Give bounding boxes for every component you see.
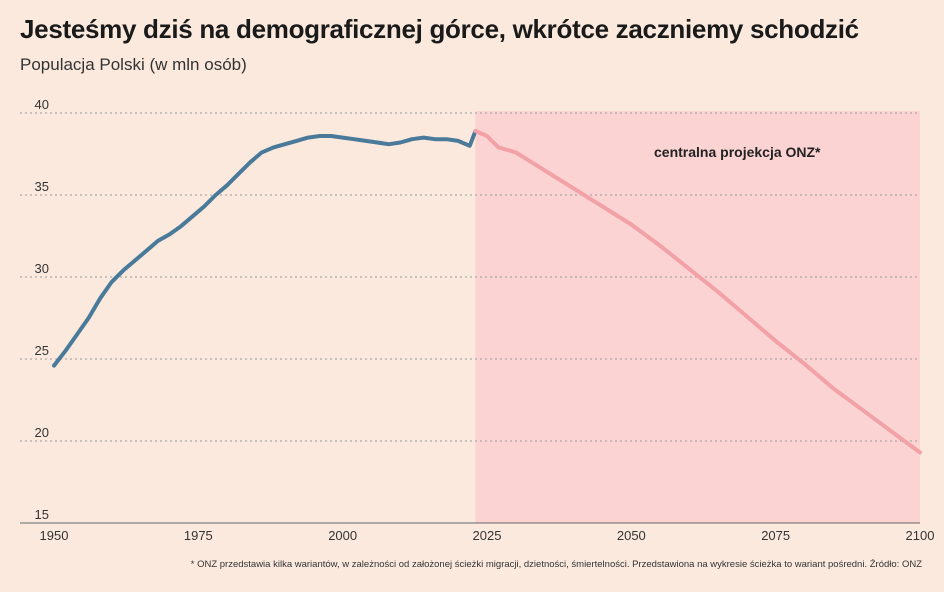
- x-tick-label-2025: 2025: [473, 528, 502, 543]
- series-line-projection: [473, 129, 922, 455]
- y-tick-label-40: 40: [35, 97, 49, 112]
- x-tick-label-2000: 2000: [328, 528, 357, 543]
- x-tick-label-2050: 2050: [617, 528, 646, 543]
- series-line-historical: [52, 129, 478, 368]
- x-tick-label-2100: 2100: [906, 528, 935, 543]
- y-tick-label-15: 15: [35, 507, 49, 522]
- footnote: * ONZ przedstawia kilka wariantów, w zal…: [190, 559, 922, 570]
- projection-region: [475, 111, 920, 523]
- chart-subtitle: Populacja Polski (w mln osób): [20, 55, 247, 74]
- projection-annotation: centralna projekcja ONZ*: [654, 144, 821, 160]
- y-tick-label-35: 35: [35, 179, 49, 194]
- y-tick-label-25: 25: [35, 343, 49, 358]
- y-tick-label-20: 20: [35, 425, 49, 440]
- y-tick-label-30: 30: [35, 261, 49, 276]
- x-tick-label-1950: 1950: [40, 528, 69, 543]
- x-tick-label-2075: 2075: [761, 528, 790, 543]
- chart-title: Jesteśmy dziś na demograficznej górce, w…: [20, 14, 859, 44]
- x-tick-label-1975: 1975: [184, 528, 213, 543]
